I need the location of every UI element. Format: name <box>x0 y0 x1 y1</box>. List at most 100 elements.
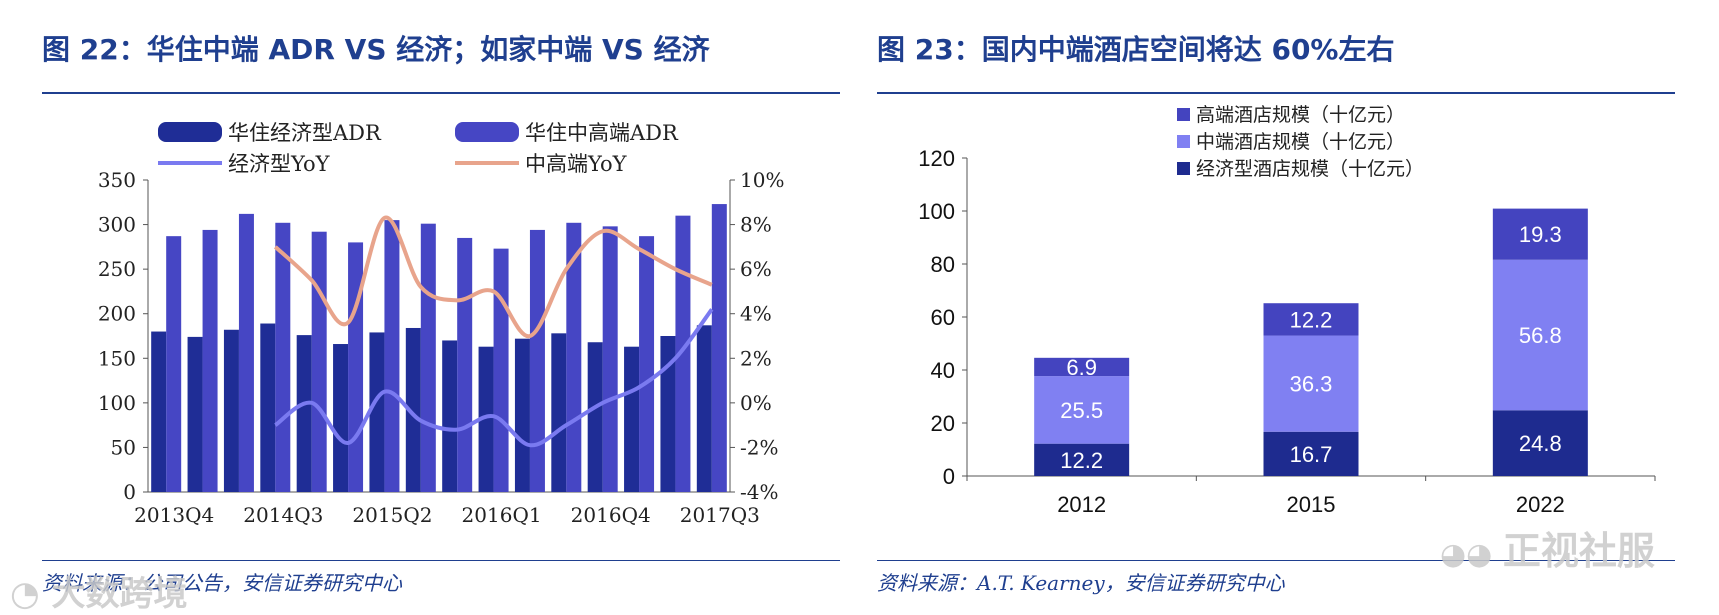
watermark-right: ◕◕ 正视社服 <box>1440 529 1655 573</box>
left-source-note: 资料来源：公司公告，安信证券研究中心 <box>42 571 402 595</box>
stack-midscale-value-label: 56.8 <box>1519 323 1562 348</box>
bar-midhigh-adr <box>238 213 254 493</box>
right-y-tick-label: -2% <box>740 435 779 459</box>
right-chart-y-tick-label: 60 <box>931 305 955 330</box>
legend-label: 经济型YoY <box>228 152 331 176</box>
stack-economy-segment <box>1492 410 1588 476</box>
left-y-tick-label: 250 <box>98 257 136 281</box>
right-source-note: 资料来源：A.T. Kearney，安信证券研究中心 <box>877 571 1285 595</box>
right-legend-swatch <box>1177 162 1190 175</box>
legend-swatch <box>158 122 222 142</box>
right-legend-swatch <box>1177 135 1190 148</box>
left-y-tick-label: 150 <box>98 346 136 370</box>
legend-swatch <box>455 122 519 142</box>
left-top-rule <box>42 92 840 94</box>
right-chart-x-tick-label: 2022 <box>1516 492 1565 517</box>
right-y-tick-label: 6% <box>740 257 772 281</box>
stack-upscale-value-label: 6.9 <box>1066 355 1097 380</box>
left-y-tick-label: 300 <box>98 213 136 237</box>
x-tick-label: 2016Q4 <box>571 503 651 527</box>
left-y-tick-label: 0 <box>123 480 136 504</box>
stack-upscale-value-label: 12.2 <box>1290 307 1333 332</box>
stack-midscale-segment <box>1034 376 1130 444</box>
x-tick-label: 2015Q2 <box>352 503 432 527</box>
legend-label: 中高端YoY <box>525 152 628 176</box>
bar-economy-adr <box>260 323 276 492</box>
right-legend-label: 高端酒店规模（十亿元） <box>1196 104 1405 126</box>
bar-midhigh-adr <box>493 248 509 492</box>
right-chart-x-tick-label: 2012 <box>1057 492 1106 517</box>
bar-economy-adr <box>551 333 567 492</box>
right-chart-y-tick-label: 0 <box>943 464 955 489</box>
left-y-tick-label: 50 <box>111 435 136 459</box>
left-bottom-rule <box>42 560 840 561</box>
stack-economy-value-label: 12.2 <box>1060 448 1103 473</box>
stack-economy-segment <box>1034 443 1130 476</box>
left-y-tick-label: 200 <box>98 302 136 326</box>
left-chart-title: 图 22：华住中端 ADR VS 经济；如家中端 VS 经济 <box>42 33 710 66</box>
stack-economy-segment <box>1263 431 1359 476</box>
watermark-left: ◔ 大数跨境 <box>10 574 188 614</box>
bar-economy-adr <box>369 332 385 492</box>
bar-midhigh-adr <box>711 204 727 492</box>
stack-upscale-segment <box>1492 208 1588 260</box>
right-y-tick-label: 8% <box>740 213 772 237</box>
x-tick-label: 2014Q3 <box>243 503 323 527</box>
right-stacked-chart: 0 20 40 60 80 100 120 12.2 25.5 6.9 2012 16.7 36.3 12… <box>918 104 1656 517</box>
stack-upscale-segment <box>1263 303 1359 336</box>
bar-economy-adr <box>405 327 421 492</box>
right-top-rule <box>877 92 1675 94</box>
bar-midhigh-adr <box>602 226 618 492</box>
right-chart-y-tick-label: 100 <box>918 199 955 224</box>
bar-economy-adr <box>478 346 494 492</box>
bar-economy-adr <box>587 342 603 492</box>
bar-economy-adr <box>223 329 239 492</box>
stack-upscale-value-label: 19.3 <box>1519 222 1562 247</box>
bar-economy-adr <box>296 335 312 492</box>
bar-midhigh-adr <box>202 229 218 493</box>
bar-midhigh-adr <box>639 236 655 492</box>
right-chart-y-tick-label: 20 <box>931 411 955 436</box>
x-tick-label: 2013Q4 <box>134 503 214 527</box>
right-chart-y-tick-label: 120 <box>918 146 955 171</box>
right-y-tick-label: 4% <box>740 302 772 326</box>
bar-midhigh-adr <box>675 215 691 492</box>
bar-economy-adr <box>660 336 676 492</box>
bar-economy-adr <box>624 346 640 492</box>
stack-economy-value-label: 16.7 <box>1290 442 1333 467</box>
right-y-tick-label: 2% <box>740 346 772 370</box>
wechat-icon: ◕◕ <box>1440 537 1503 572</box>
stack-midscale-value-label: 36.3 <box>1290 372 1333 397</box>
line-economy-yoy <box>274 308 714 448</box>
x-tick-label: 2017Q3 <box>680 503 760 527</box>
left-y-tick-label: 350 <box>98 168 136 192</box>
bar-economy-adr <box>514 338 530 492</box>
bar-economy-adr <box>151 331 167 492</box>
bar-economy-adr <box>187 336 203 492</box>
stack-midscale-segment <box>1492 259 1588 411</box>
right-chart-y-tick-label: 40 <box>931 358 955 383</box>
stack-economy-value-label: 24.8 <box>1519 431 1562 456</box>
stack-midscale-value-label: 25.5 <box>1060 398 1103 423</box>
bar-economy-adr <box>696 325 712 492</box>
stack-midscale-segment <box>1263 335 1359 432</box>
bar-midhigh-adr <box>166 236 182 492</box>
bar-economy-adr <box>442 340 458 492</box>
right-bottom-rule <box>877 560 1675 561</box>
right-chart-y-tick-label: 80 <box>931 252 955 277</box>
x-tick-label: 2016Q1 <box>462 503 542 527</box>
stack-upscale-segment <box>1034 357 1130 377</box>
right-y-tick-label: 10% <box>740 168 784 192</box>
right-legend-label: 经济型酒店规模（十亿元） <box>1196 158 1424 180</box>
right-legend-label: 中端酒店规模（十亿元） <box>1196 131 1405 153</box>
legend-label: 华住经济型ADR <box>228 121 382 145</box>
watermark-left-icon: ◔ <box>10 574 52 614</box>
left-y-tick-label: 100 <box>98 391 136 415</box>
right-chart-title: 图 23：国内中端酒店空间将达 60%左右 <box>877 33 1395 66</box>
legend-label: 华住中高端ADR <box>525 121 679 145</box>
bar-economy-adr <box>333 344 349 492</box>
right-y-tick-label: -4% <box>740 480 779 504</box>
left-combo-chart: 0 50 100 150 200 250 300 350 -4% -2% 0% 2% 4% 6% 8% 10%… <box>98 121 785 527</box>
right-legend-swatch <box>1177 108 1190 121</box>
right-chart-x-tick-label: 2015 <box>1287 492 1336 517</box>
